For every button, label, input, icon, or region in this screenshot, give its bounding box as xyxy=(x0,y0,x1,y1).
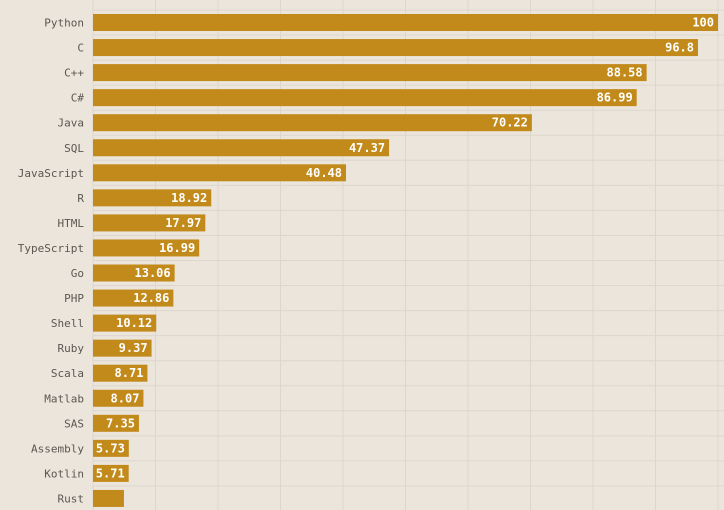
grid-lines xyxy=(92,0,724,510)
bar xyxy=(93,414,139,432)
bar xyxy=(93,264,175,282)
category-label: Java xyxy=(58,117,85,130)
value-label: 86.99 xyxy=(597,91,633,105)
category-label: Scala xyxy=(51,367,84,380)
bar xyxy=(93,239,200,257)
category-label: Kotlin xyxy=(44,467,84,480)
value-label: 10.12 xyxy=(116,316,152,330)
bar xyxy=(93,389,144,407)
category-label: C# xyxy=(71,92,85,105)
category-label: Shell xyxy=(51,317,84,330)
bar xyxy=(93,189,212,207)
category-label: Python xyxy=(44,17,84,30)
value-label: 9.37 xyxy=(119,341,148,355)
value-label: 18.92 xyxy=(171,191,207,205)
value-label: 5.71 xyxy=(96,466,125,480)
category-label: PHP xyxy=(64,292,84,305)
category-label: Matlab xyxy=(44,392,84,405)
category-labels: Python C C++ C# Java SQL JavaScript R HTML TypeSc… xyxy=(18,17,85,506)
category-label: Ruby xyxy=(58,342,85,355)
category-label: SAS xyxy=(64,417,84,430)
bar xyxy=(93,39,698,57)
category-label: Assembly xyxy=(31,442,84,455)
value-labels: 100 96.8 88.58 86.99 70.22 47.37 40.48 18.92 17.… xyxy=(96,16,714,481)
bar xyxy=(93,64,647,82)
bar xyxy=(93,164,346,182)
value-label: 96.8 xyxy=(665,41,694,55)
bar xyxy=(93,314,157,332)
bar xyxy=(93,214,206,232)
value-label: 16.99 xyxy=(159,241,195,255)
category-label: C++ xyxy=(64,67,84,80)
value-label: 100 xyxy=(692,16,714,30)
category-label: JavaScript xyxy=(18,167,84,180)
value-label: 17.97 xyxy=(165,216,201,230)
bar xyxy=(93,339,152,357)
category-label: HTML xyxy=(58,217,85,230)
category-label: TypeScript xyxy=(18,242,84,255)
bars xyxy=(93,14,718,507)
value-label: 12.86 xyxy=(133,291,169,305)
value-label: 70.22 xyxy=(492,116,528,130)
value-label: 40.48 xyxy=(306,166,342,180)
category-label: Rust xyxy=(58,492,85,505)
category-label: SQL xyxy=(64,142,84,155)
bar xyxy=(93,289,174,307)
bar xyxy=(93,439,129,457)
bar xyxy=(93,14,718,31)
category-label: R xyxy=(77,192,84,205)
value-label: 8.71 xyxy=(115,366,144,380)
bar xyxy=(93,139,390,157)
value-label: 8.07 xyxy=(111,391,140,405)
value-label: 47.37 xyxy=(349,141,385,155)
bar xyxy=(93,489,124,507)
value-label: 13.06 xyxy=(135,266,171,280)
bar xyxy=(93,89,637,107)
bar xyxy=(93,464,129,482)
category-label: Go xyxy=(71,267,84,280)
value-label: 7.35 xyxy=(106,416,135,430)
bar xyxy=(93,364,148,382)
category-label: C xyxy=(77,42,84,55)
bar xyxy=(93,114,532,132)
value-label: 88.58 xyxy=(607,66,643,80)
value-label: 5.73 xyxy=(96,441,125,455)
